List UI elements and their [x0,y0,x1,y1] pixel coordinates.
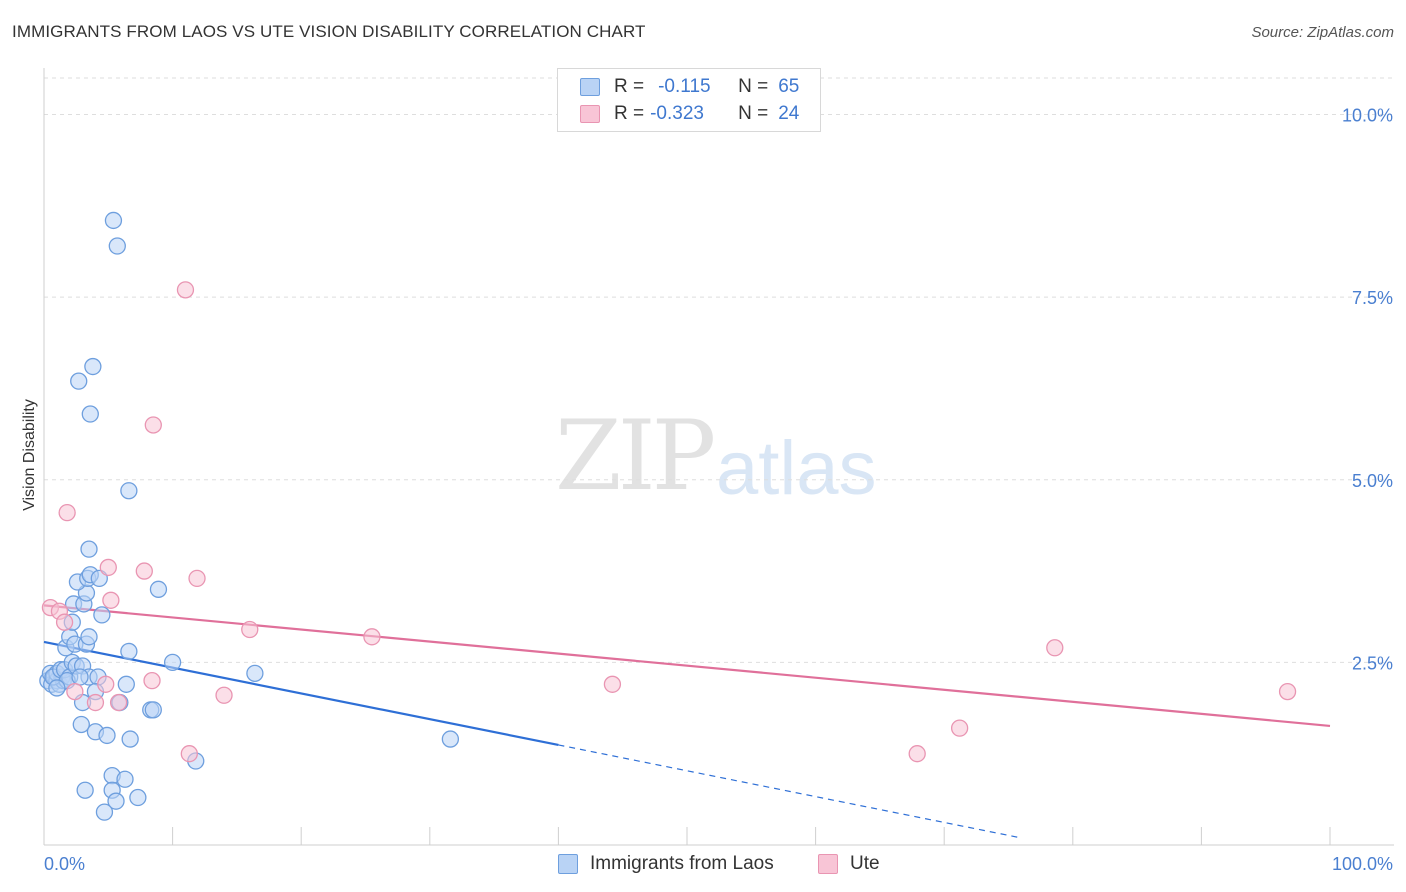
axes [43,68,1394,846]
point-laos [441,730,460,748]
x-tick-label: 0.0% [44,854,85,874]
bottom-legend-label-laos: Immigrants from Laos [590,853,774,874]
point-ute [135,562,153,580]
point-laos [246,664,264,682]
point-ute [102,591,120,609]
point-laos [117,675,135,693]
point-laos [108,237,126,255]
n-label-laos: N = [738,76,769,97]
point-ute [363,628,381,646]
point-ute [603,675,622,693]
point-laos [120,482,138,500]
point-laos [93,606,111,624]
point-laos [84,357,102,376]
point-laos [163,653,182,672]
trend-lines [43,604,1331,839]
point-laos [70,372,88,390]
point-laos [48,679,66,697]
point-ute [99,558,117,577]
bottom-legend-ute: Ute [818,851,880,877]
bottom-swatch-laos [558,854,578,874]
y-tick-label: 5.0% [1352,471,1393,491]
point-ute [188,569,206,588]
n-value-laos: 65 [778,76,800,97]
point-laos [81,405,99,423]
point-ute [215,686,233,704]
bottom-legend-label-ute: Ute [850,853,880,874]
r-value-ute: -0.323 [650,103,704,124]
point-ute [144,416,162,434]
point-ute [143,671,161,690]
point-laos [144,701,162,719]
point-ute [58,503,76,522]
n-label-ute: N = [738,103,769,124]
r-label-ute: R = [614,103,645,124]
point-laos [72,715,90,734]
point-laos [116,770,134,788]
point-ute [97,675,115,693]
point-laos [104,211,123,230]
point-laos [149,580,168,598]
trend-extension-laos [558,744,1021,839]
r-value-laos: -0.115 [658,76,711,97]
tick-labels: 2.5% 5.0% 7.5% 10.0% 0.0% 100.0% [44,106,1393,874]
legend-swatch-ute [580,105,600,123]
point-ute [908,745,926,763]
point-laos [80,628,98,646]
x-tick-label: 100.0% [1332,854,1393,874]
point-ute [86,693,105,712]
point-laos [95,803,114,821]
bottom-swatch-ute [818,854,838,874]
n-value-ute: 24 [778,103,800,124]
grid-lines [44,77,1394,663]
point-laos [98,726,116,745]
legend-row-ute: R = -0.323 N = 24 [580,101,799,127]
bottom-legend-laos: Immigrants from Laos [558,851,774,877]
point-ute [180,745,198,763]
trend-line-ute [43,604,1331,728]
y-tick-label: 10.0% [1342,106,1393,126]
point-ute [109,693,128,712]
point-laos [129,788,147,807]
y-tick-label: 2.5% [1352,653,1393,673]
point-ute [1278,682,1297,701]
point-ute [55,613,74,631]
r-label-laos: R = [614,76,645,97]
point-ute [950,719,969,737]
trend-line-laos [43,640,559,747]
chart-title: IMMIGRANTS FROM LAOS VS UTE VISION DISAB… [12,22,646,41]
point-ute [66,682,84,701]
watermark-zip: ZIP [555,400,716,512]
point-laos [71,668,89,686]
point-laos [76,781,94,799]
source-label: Source: ZipAtlas.com [1251,24,1394,41]
point-laos [80,540,98,558]
point-laos [120,642,138,661]
point-ute [176,281,195,299]
point-laos [107,792,125,810]
y-axis-label: Vision Disability [21,399,38,511]
legend-row-laos: R = -0.115 N = 65 [580,74,799,100]
watermark-atlas: atlas [716,426,877,511]
y-tick-label: 7.5% [1352,288,1393,308]
point-laos [121,730,139,748]
data-points [39,211,1297,821]
point-ute [1046,639,1064,657]
point-ute [241,620,259,639]
legend-swatch-laos [580,78,600,96]
correlation-legend: R = -0.115 N = 65 R = -0.323 N = 24 [557,68,821,132]
